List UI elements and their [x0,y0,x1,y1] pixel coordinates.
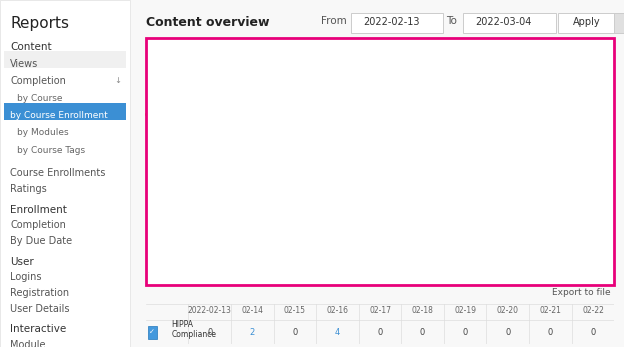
Text: 02-20: 02-20 [275,278,296,287]
Text: User: User [11,257,34,267]
Text: 0: 0 [420,328,425,337]
Text: Module: Module [11,340,46,347]
Text: by Course Enrollment: by Course Enrollment [155,48,275,58]
Text: by Course: by Course [17,94,62,103]
Text: HIPPA
Compliance: HIPPA Compliance [172,320,217,339]
Text: Medical
Coding: Medical Coding [517,206,550,225]
Text: Completion: Completion [11,220,66,230]
Text: 02-14: 02-14 [180,278,202,287]
FancyBboxPatch shape [558,13,617,33]
FancyArrowPatch shape [143,110,182,119]
Text: 2022-02-13: 2022-02-13 [188,306,232,315]
Text: Completion: Completion [11,76,66,86]
Text: Content: Content [11,42,52,52]
Text: Course Enrollments: Course Enrollments [11,168,105,178]
FancyBboxPatch shape [4,51,126,68]
Text: 02-14: 02-14 [241,306,263,315]
Text: 02-21: 02-21 [290,265,312,274]
Text: ✓: ✓ [149,329,155,335]
Text: 0: 0 [505,328,510,337]
Text: 02-22: 02-22 [582,306,604,315]
Text: 4: 4 [335,328,340,337]
Text: 02-15: 02-15 [195,265,217,274]
Text: Safety Data
Sheets: Safety Data Sheets [517,99,567,118]
Text: by Course Enrollment: by Course Enrollment [11,111,108,120]
Text: User Details: User Details [11,304,70,314]
Text: 0: 0 [548,328,553,337]
Text: Interactive: Interactive [11,324,67,335]
Text: To: To [446,16,457,26]
Text: From: From [321,16,347,26]
FancyBboxPatch shape [614,13,624,33]
Text: 2: 2 [250,328,255,337]
Text: 03-03: 03-03 [448,265,470,274]
FancyBboxPatch shape [351,13,444,33]
Text: 0: 0 [462,328,468,337]
Text: 0: 0 [378,328,383,337]
Text: 02-17: 02-17 [227,265,249,274]
Text: 02-16: 02-16 [326,306,348,315]
Text: 02-21: 02-21 [539,306,562,315]
Text: 02-23: 02-23 [322,265,344,274]
Text: 2022-02-13: 2022-02-13 [153,265,197,274]
Text: Apply: Apply [573,17,600,27]
Text: 02-20: 02-20 [497,306,519,315]
Text: 02-17: 02-17 [369,306,391,315]
Text: 02-18: 02-18 [412,306,434,315]
Text: HIPPA
Compliance: HIPPA Compliance [517,64,567,83]
FancyBboxPatch shape [148,326,157,339]
Text: Reports: Reports [11,16,69,31]
Text: 02-24: 02-24 [338,278,359,287]
Text: 02-28: 02-28 [401,278,423,287]
Text: ↓: ↓ [114,76,121,85]
Text: By Due Date: By Due Date [11,236,72,246]
Text: Laboratory
PPE: Laboratory PPE [517,170,563,189]
Text: 0: 0 [590,328,595,337]
Text: Centrifuge
Operation &
Maintenance: Centrifuge Operation & Maintenance [517,129,572,159]
Text: 0: 0 [207,328,212,337]
Text: Enrollment: Enrollment [11,205,67,215]
Text: Registration: Registration [11,288,69,298]
Text: 02-27: 02-27 [385,265,407,274]
FancyBboxPatch shape [463,13,556,33]
Text: 02-25: 02-25 [354,265,376,274]
Text: 2022-03-04: 2022-03-04 [475,17,532,27]
Text: by Course Tags: by Course Tags [17,146,85,155]
Text: 02-19: 02-19 [454,306,476,315]
Text: 02-15: 02-15 [284,306,306,315]
Text: 03-04: 03-04 [464,278,486,287]
Text: Content overview: Content overview [146,16,270,28]
Text: Views: Views [11,59,39,69]
Text: 0: 0 [292,328,298,337]
Text: Export to file: Export to file [552,288,611,297]
Text: 02-22: 02-22 [306,278,328,287]
FancyBboxPatch shape [0,0,130,347]
Text: 02-16: 02-16 [211,278,233,287]
Text: 02-26: 02-26 [369,278,391,287]
Text: 03-01: 03-01 [417,265,439,274]
Text: 02-19: 02-19 [258,265,281,274]
Text: by Modules: by Modules [17,128,69,137]
Text: Ratings: Ratings [11,184,47,194]
Text: 03-02: 03-02 [432,278,455,287]
Text: 02-18: 02-18 [243,278,265,287]
Text: Logins: Logins [11,272,42,282]
FancyBboxPatch shape [4,103,126,120]
Text: 2022-02-13: 2022-02-13 [363,17,419,27]
